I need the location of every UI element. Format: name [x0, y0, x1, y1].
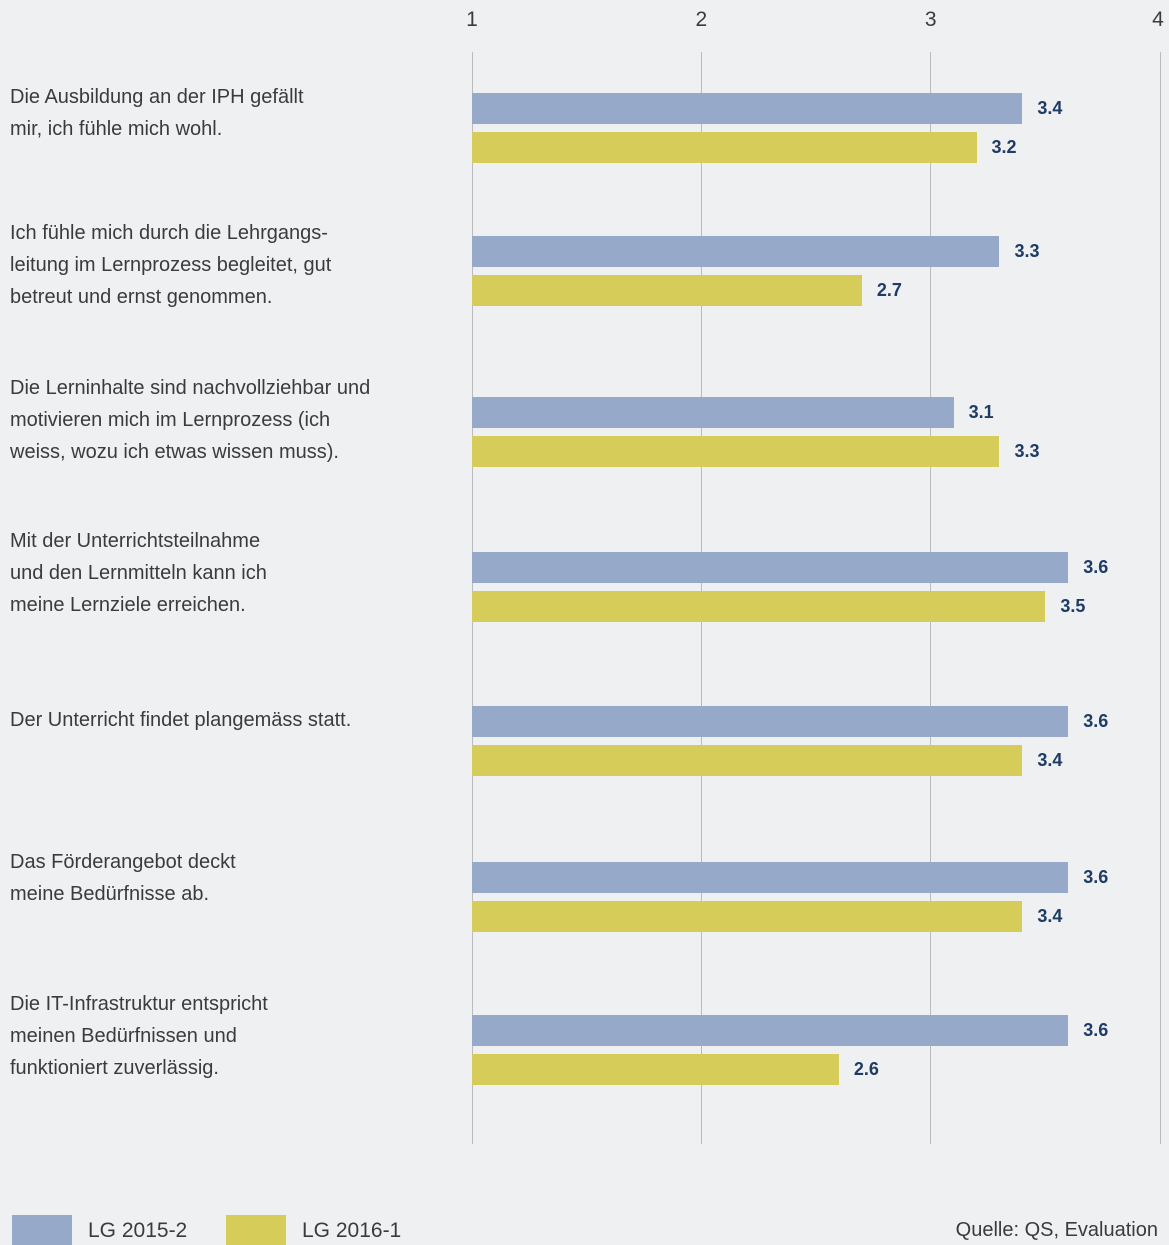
x-tick-label: 1 [466, 8, 478, 31]
category-label-line: meinen Bedürfnissen und [10, 1025, 237, 1047]
bar-value-label: 2.7 [876, 280, 902, 300]
gridline-4 [1159, 52, 1161, 1144]
category-label-line: meine Lernziele erreichen. [10, 594, 246, 616]
category-label-line: weiss, wozu ich etwas wissen muss). [10, 441, 339, 463]
bar-lg-2016-1 [472, 275, 862, 306]
bar-lg-2015-2 [472, 862, 1069, 893]
category-label: Mit der Unterrichtsteilnahme und den Lern… [10, 525, 430, 621]
bar-value-label: 3.4 [1037, 750, 1063, 770]
bar-lg-2015-2 [472, 552, 1069, 583]
bar-value-label: 3.4 [1037, 98, 1063, 118]
category-label: Die Ausbildung an der IPH gefällt mir, ic… [10, 81, 430, 145]
legend-swatch [12, 1215, 72, 1245]
bar-lg-2016-1 [472, 1054, 839, 1085]
category-label-line: Mit der Unterrichtsteilnahme [10, 530, 261, 552]
bar-value-label: 3.1 [968, 402, 994, 422]
category-label-line: leitung im Lernprozess begleitet, gut [10, 254, 332, 276]
bar-lg-2016-1 [472, 132, 977, 163]
legend-label: LG 2016-1 [302, 1219, 402, 1242]
category-label-line: Die IT-Infrastruktur entspricht [10, 993, 268, 1015]
bar-value-label: 3.3 [1014, 441, 1040, 461]
category-label-line: funktioniert zuverlässig. [10, 1057, 219, 1079]
bar-lg-2015-2 [472, 236, 1000, 267]
x-tick-label: 2 [695, 8, 708, 31]
bar-lg-2015-2 [472, 93, 1023, 124]
category-label-line: meine Bedürfnisse ab. [10, 883, 210, 905]
source-note: Quelle: QS, Evaluation [955, 1219, 1158, 1241]
bar-lg-2016-1 [472, 591, 1046, 622]
category-label: Die Lerninhalte sind nachvollziehbar und… [10, 372, 430, 468]
category-label-line: betreut und ernst genommen. [10, 286, 273, 308]
category-label: Ich fühle mich durch die Lehrgangs-leitu… [10, 217, 430, 313]
category-label-line: und den Lernmitteln kann ich [10, 562, 267, 584]
bar-lg-2015-2 [472, 397, 954, 428]
bar-value-label: 3.3 [1014, 241, 1040, 261]
category-label-line: Die Ausbildung an der IPH gefällt [10, 86, 304, 108]
category-label: Der Unterricht findet plangemäss statt. [10, 704, 430, 736]
bar-lg-2015-2 [472, 706, 1069, 737]
bar-lg-2015-2 [472, 1015, 1069, 1046]
category-label-line: Der Unterricht findet plangemäss statt. [10, 709, 352, 731]
bar-value-label: 2.6 [853, 1059, 879, 1079]
legend-swatch [226, 1215, 286, 1245]
bar-value-label: 3.2 [991, 137, 1017, 157]
bar-lg-2016-1 [472, 901, 1023, 932]
category-label-line: Die Lerninhalte sind nachvollziehbar und [10, 377, 371, 399]
bar-value-label: 3.6 [1083, 867, 1109, 887]
bar-value-label: 3.5 [1060, 596, 1086, 616]
category-label-line: mir, ich fühle mich wohl. [10, 118, 223, 140]
category-label-line: motivieren mich im Lernprozess (ich [10, 409, 331, 431]
bar-lg-2016-1 [472, 436, 1000, 467]
category-label-line: Ich fühle mich durch die Lehrgangs- [10, 222, 328, 244]
category-label: Die IT-Infrastruktur entspricht meinen Be… [10, 988, 430, 1084]
bar-value-label: 3.6 [1083, 557, 1109, 577]
bar-value-label: 3.6 [1083, 1020, 1109, 1040]
legend-label: LG 2015-2 [88, 1219, 188, 1242]
x-tick-label: 4 [1152, 8, 1164, 31]
bar-value-label: 3.6 [1083, 711, 1109, 731]
bar-lg-2016-1 [472, 745, 1023, 776]
x-tick-label: 3 [924, 8, 937, 31]
bar-value-label: 3.4 [1037, 906, 1063, 926]
category-label-line: Das Förderangebot deckt [10, 851, 236, 873]
category-label: Das Förderangebot deckt meine Bedürfnisse… [10, 846, 430, 910]
